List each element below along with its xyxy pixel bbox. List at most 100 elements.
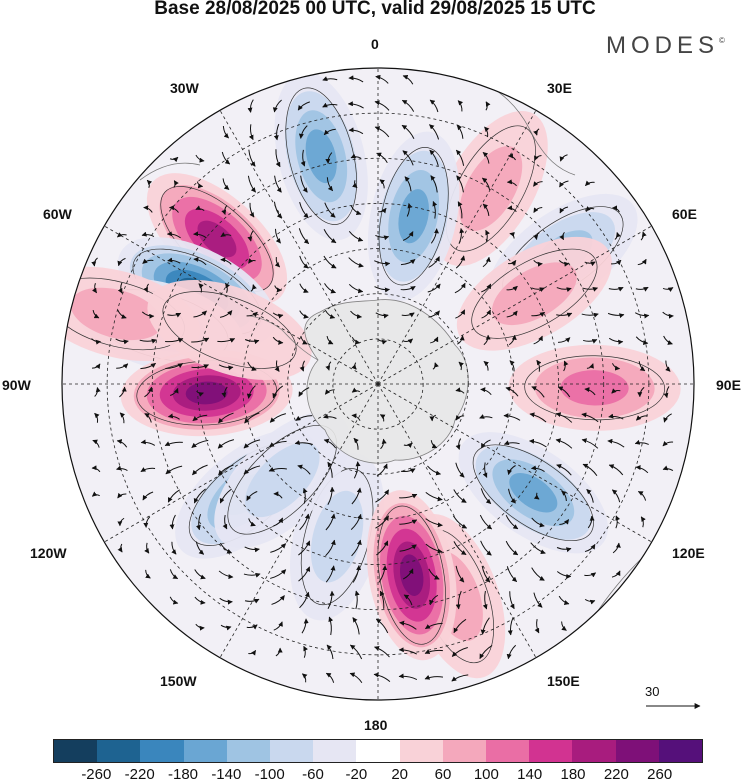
wind-arrow-292 xyxy=(530,465,545,472)
wind-arrow-424 xyxy=(325,672,335,683)
lon-label-60e: 60E xyxy=(672,206,697,222)
wind-arrow-126 xyxy=(250,284,257,292)
wind-arrow-143 xyxy=(92,309,100,319)
wind-arrow-407 xyxy=(453,618,467,634)
wind-arrow-351 xyxy=(376,540,389,556)
wind-arrow-69 xyxy=(377,207,387,214)
wind-arrow-274 xyxy=(662,440,674,447)
wind-arrow-181 xyxy=(483,334,491,346)
wind-arrow-203 xyxy=(509,360,515,372)
wind-arrow-422 xyxy=(506,644,517,660)
colorbar-cell-4 xyxy=(226,740,271,762)
wind-arrow-255 xyxy=(164,441,183,447)
wind-arrow-135 xyxy=(481,283,492,293)
wind-arrow-233 xyxy=(167,413,180,420)
wind-arrow-306 xyxy=(302,487,308,504)
wind-arrow-240 xyxy=(351,413,361,421)
wind-arrow-200 xyxy=(432,362,439,370)
wind-arrow-16 xyxy=(273,123,280,141)
wind-arrow-412 xyxy=(248,650,257,656)
wind-arrow-301 xyxy=(167,489,180,503)
wind-arrow-425 xyxy=(349,672,363,683)
colorbar-cell-14 xyxy=(658,740,703,762)
wind-arrow-245 xyxy=(503,413,521,421)
wind-arrow-39 xyxy=(507,153,517,161)
wind-arrow-265 xyxy=(430,440,438,449)
wind-arrow-199 xyxy=(351,362,357,370)
wind-arrow-310 xyxy=(399,493,418,499)
wind-arrow-78 xyxy=(612,205,620,213)
parallel-70 xyxy=(287,293,469,475)
wind-arrow-376 xyxy=(531,567,545,581)
wind-arrow-212 xyxy=(144,386,153,398)
wind-arrow-45 xyxy=(222,178,230,190)
wind-arrow-308 xyxy=(351,487,362,505)
wind-arrow-123 xyxy=(143,283,149,293)
wind-arrow-4 xyxy=(247,99,254,113)
parallel-60 xyxy=(242,248,514,520)
wind-arrow-12 xyxy=(457,100,463,112)
wind-arrow-108 xyxy=(323,255,337,269)
wind-arrow-1 xyxy=(348,75,364,83)
wind-arrow-116 xyxy=(533,260,543,267)
wind-arrow-163 xyxy=(607,312,625,319)
colorbar-tick-label-8: 60 xyxy=(434,766,452,783)
wind-arrow-110 xyxy=(374,260,391,267)
parallel-40 xyxy=(151,157,605,611)
wind-arrow-236 xyxy=(244,412,260,424)
wind-arrow-154 xyxy=(375,312,389,319)
wind-arrow-224 xyxy=(531,386,545,398)
wind-arrow-73 xyxy=(482,203,490,217)
wind-arrow-250 xyxy=(635,415,648,421)
wind-arrow-409 xyxy=(507,616,514,636)
wind-arrow-333 xyxy=(452,515,468,529)
polar-map xyxy=(61,67,701,709)
anomaly-contour-4-5 xyxy=(185,381,228,405)
wind-arrow-53 xyxy=(430,175,438,193)
wind-arrow-167 xyxy=(115,338,129,345)
wind-arrow-342 xyxy=(144,542,150,554)
wind-arrow-215 xyxy=(221,386,228,398)
wind-arrow-345 xyxy=(219,542,233,554)
wind-arrow-62 xyxy=(195,205,205,211)
wind-arrow-218 xyxy=(298,387,310,397)
wind-arrow-249 xyxy=(608,413,624,420)
wind-arrow-184 xyxy=(558,337,571,343)
wind-arrow-23 xyxy=(456,124,464,139)
wind-arrow-360 xyxy=(612,542,621,554)
wind-arrow-85 xyxy=(274,228,281,244)
colorbar-tick-label-10: 140 xyxy=(517,766,543,783)
anomaly-outline-10 xyxy=(524,355,665,421)
wind-arrow-239 xyxy=(323,413,337,419)
wind-arrow-31 xyxy=(300,149,306,167)
colorbar-cell-3 xyxy=(183,740,227,762)
parallel-80 xyxy=(332,338,424,430)
map-title: Base 28/08/2025 00 UTC, valid 29/08/2025… xyxy=(154,0,596,19)
wind-arrow-29 xyxy=(248,149,256,167)
wind-arrow-75 xyxy=(533,206,543,213)
wind-arrow-393 xyxy=(509,591,515,610)
wind-arrow-64 xyxy=(249,202,255,218)
wind-arrow-43 xyxy=(173,180,179,188)
wind-arrow-228 xyxy=(637,386,645,398)
wind-arrow-20 xyxy=(374,126,390,138)
wind-arrow-298 xyxy=(91,491,100,497)
wind-arrow-194 xyxy=(218,364,234,371)
wind-arrow-416 xyxy=(349,644,363,660)
wind-arrow-32 xyxy=(325,152,333,164)
colorbar-cell-11 xyxy=(529,740,573,762)
wind-arrow-113 xyxy=(455,255,466,269)
wind-arrow-129 xyxy=(324,283,336,294)
wind-arrow-205 xyxy=(563,360,569,372)
wind-arrow-361 xyxy=(145,569,151,579)
wind-arrow-396 xyxy=(584,598,596,605)
colorbar-tick-label-6: -20 xyxy=(345,766,368,783)
wind-arrow-68 xyxy=(350,205,362,216)
wind-arrow-383 xyxy=(244,598,260,604)
wind-arrow-337 xyxy=(559,519,570,525)
wind-arrow-95 xyxy=(533,232,540,240)
wind-arrow-399 xyxy=(246,624,258,630)
meridian-150 xyxy=(377,383,537,658)
wind-arrow-421 xyxy=(479,644,493,660)
wind-arrow-261 xyxy=(323,438,337,449)
